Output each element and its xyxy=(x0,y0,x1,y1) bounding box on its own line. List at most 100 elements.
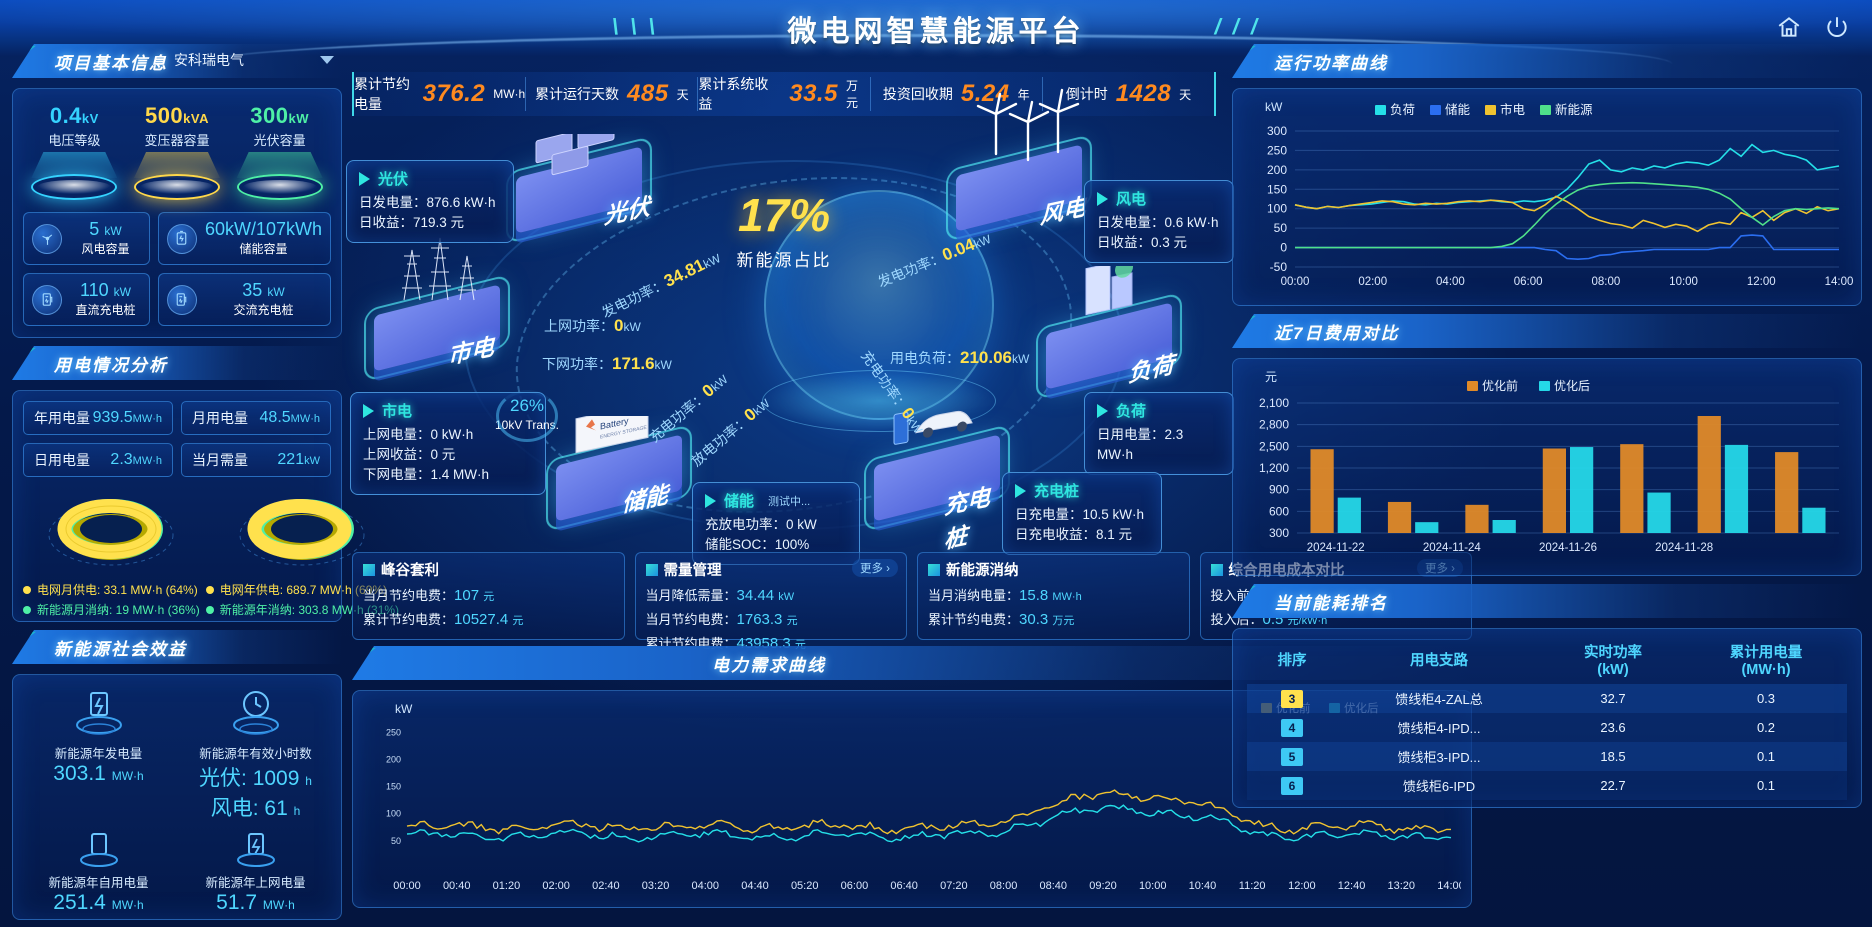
kv-unit: MW·h xyxy=(291,413,320,425)
rank-badge: 6 xyxy=(1281,777,1303,795)
flow-grid-import: 下网功率：171.6kW xyxy=(542,354,672,374)
svg-text:200: 200 xyxy=(386,754,401,764)
node-load[interactable]: 负荷 xyxy=(1034,288,1184,386)
card-row-label: 当月节约电费： xyxy=(646,612,737,627)
card-row-value: 10527.4 xyxy=(454,611,508,628)
bar-优化前-2024-11-27 xyxy=(1698,416,1721,533)
bar-优化后-2024-11-28 xyxy=(1802,508,1825,533)
benefit-unit: MW·h xyxy=(263,898,295,912)
clock-icon xyxy=(224,687,288,743)
energy-flow-diagram: 17% 新能源占比 光伏 xyxy=(344,120,1224,550)
kv-unit: MW·h xyxy=(133,413,162,425)
corner-mark-icon xyxy=(18,342,36,358)
bar-优化前-2024-11-24 xyxy=(1465,505,1488,533)
kv-value: 48.5 xyxy=(260,409,291,426)
infobox-title: 光伏 xyxy=(378,168,408,189)
card-row-label: 累计节约电费： xyxy=(363,612,454,627)
benefit-label: 新能源年有效小时数 xyxy=(180,743,331,762)
ranking-body: 排序 用电支路 实时功率 (kW) 累计用电量 (MW·h) 3 馈线柜4-ZAL总 3… xyxy=(1232,628,1862,808)
benefit-hours: 新能源年有效小时数 光伏: 1009 h 风电: 61 h xyxy=(180,685,331,822)
mini-storage-capacity: 60kW/107kWh 储能容量 xyxy=(158,212,331,265)
svg-text:2,100: 2,100 xyxy=(1259,396,1289,410)
pedestal-disc xyxy=(31,174,117,200)
panel-energy-ranking: 当前能耗排名 排序 用电支路 实时功率 (kW) 累计用电量 (MW·h) 3 馈线柜… xyxy=(1232,584,1862,808)
flow-load: 用电负荷：210.06kW xyxy=(890,348,1029,368)
gauge-ring xyxy=(496,390,558,442)
node-pv[interactable]: 光伏 xyxy=(504,132,654,230)
panel-cost-comparison: 近7日费用对比 元 优化前 优化后 300 600 900 1,200 2,500 2,80… xyxy=(1232,314,1862,576)
mini-ac-charger: 35 kW 交流充电桩 xyxy=(158,273,331,326)
svg-text:50: 50 xyxy=(391,836,401,846)
node-charger[interactable]: 充电桩 xyxy=(862,420,1012,518)
card-row-value: 30.3 xyxy=(1019,611,1048,628)
card-row-unit: 元 xyxy=(483,591,494,603)
corner-mark-icon xyxy=(358,642,376,658)
cell-energy: 0.2 xyxy=(1685,713,1847,742)
table-row[interactable]: 3 馈线柜4-ZAL总 32.7 0.3 xyxy=(1247,684,1847,713)
infobox-title: 风电 xyxy=(1116,188,1146,209)
power-chart-svg: kW 负荷 储能 市电 新能源 -50050100150200250300 00:00… xyxy=(1239,95,1857,301)
series-市电 xyxy=(1295,196,1839,231)
svg-text:06:00: 06:00 xyxy=(841,880,869,892)
card-row-unit: 万元 xyxy=(1052,615,1074,627)
bar-优化后-2024-11-27 xyxy=(1725,445,1748,533)
stat-unit: 天 xyxy=(1179,86,1191,103)
capacity-value: 300 xyxy=(250,103,288,128)
panel-ranking-header: 当前能耗排名 xyxy=(1232,584,1862,618)
wind-turbine-icon xyxy=(32,224,62,254)
svg-text:00:00: 00:00 xyxy=(393,880,421,892)
node-grid[interactable]: 市电 xyxy=(362,270,512,368)
bar-优化后-2024-11-23 xyxy=(1415,522,1438,533)
corner-mark-icon xyxy=(18,626,36,642)
table-row[interactable]: 4 馈线柜4-IPD... 23.6 0.2 xyxy=(1247,713,1847,742)
svg-text:250: 250 xyxy=(386,727,401,737)
power-icon[interactable] xyxy=(1824,14,1850,45)
infobox-line: 日充电收益：8.1 元 xyxy=(1015,525,1149,545)
ranking-table: 排序 用电支路 实时功率 (kW) 累计用电量 (MW·h) 3 馈线柜4-ZAL总 3… xyxy=(1247,635,1847,800)
flow-unit: kW xyxy=(655,358,672,372)
svg-text:03:20: 03:20 xyxy=(642,880,670,892)
bar-优化前-2024-11-28 xyxy=(1775,452,1798,533)
stat-label: 累计节约电量 xyxy=(354,74,415,114)
card-marker-icon xyxy=(646,564,658,576)
svg-text:2024-11-24: 2024-11-24 xyxy=(1423,542,1482,554)
svg-text:00:00: 00:00 xyxy=(1281,276,1310,288)
bar-优化后-2024-11-22 xyxy=(1338,498,1361,533)
benefit-grid-feed: 新能源年上网电量 51.7 MW·h xyxy=(180,830,331,915)
project-selector[interactable]: 安科瑞电气 xyxy=(174,50,334,70)
svg-text:150: 150 xyxy=(1267,182,1287,196)
node-wind[interactable]: 风电 xyxy=(944,130,1094,228)
home-icon[interactable] xyxy=(1776,14,1802,45)
cell-energy: 0.3 xyxy=(1685,684,1847,713)
card-marker-icon xyxy=(928,564,940,576)
card-peak-valley: 峰谷套利 当月节约电费：107 元 累计节约电费：10527.4 元 xyxy=(352,552,625,640)
card-more-button[interactable]: 更多 › xyxy=(852,559,898,577)
infobox-title: 充电桩 xyxy=(1034,480,1079,501)
transformer-gauge: 26% 10kV Trans. xyxy=(492,396,562,432)
svg-text:900: 900 xyxy=(1269,483,1289,497)
bar-优化前-2024-11-23 xyxy=(1388,502,1411,533)
usage-monthly: 月用电量 48.5MW·h xyxy=(181,401,331,435)
legend-text: 新能源月消纳: 19 MW·h (36%) xyxy=(37,601,200,618)
infobox-load: 负荷 日用电量：2.3 MW·h xyxy=(1084,392,1234,475)
demand-ylabel: kW xyxy=(395,702,413,716)
stat-run-days: 累计运行天数 485 天 xyxy=(526,77,698,111)
svg-text:市电: 市电 xyxy=(1500,102,1526,117)
cell-branch: 馈线柜6-IPD xyxy=(1337,771,1541,800)
capacity-voltage: 0.4kV 电压等级 xyxy=(24,103,124,200)
benefit-unit: MW·h xyxy=(112,769,144,783)
card-row-unit: MW·h xyxy=(1052,591,1081,603)
table-row[interactable]: 5 馈线柜3-IPD... 18.5 0.1 xyxy=(1247,742,1847,771)
usage-donuts: 电网月供电: 33.1 MW·h (64%) 新能源月消纳: 19 MW·h (… xyxy=(23,489,331,618)
cell-energy: 0.1 xyxy=(1685,771,1847,800)
chevron-down-icon[interactable] xyxy=(320,56,334,64)
table-row[interactable]: 6 馈线柜6-IPD 22.7 0.1 xyxy=(1247,771,1847,800)
svg-text:2024-11-28: 2024-11-28 xyxy=(1655,542,1713,554)
kv-label: 日用电量 xyxy=(34,450,90,470)
mini-value: 5 xyxy=(89,219,99,239)
svg-text:负荷: 负荷 xyxy=(1390,103,1415,117)
panel-social-benefit: 新能源社会效益 新能源年发电量 303.1 MW·h xyxy=(12,630,342,920)
power-legend: 负荷 储能 市电 新能源 xyxy=(1375,102,1593,117)
building-icon xyxy=(1070,266,1156,330)
benefit-generation: 新能源年发电量 303.1 MW·h xyxy=(23,685,174,822)
